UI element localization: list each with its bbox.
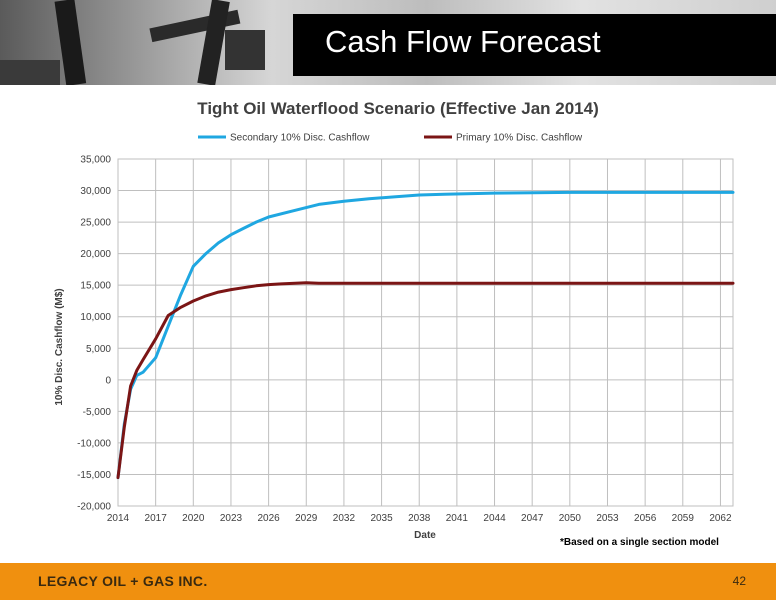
y-tick-label: 10,000 [80, 312, 111, 323]
x-tick-label: 2038 [408, 513, 431, 524]
y-tick-label: 25,000 [80, 218, 111, 229]
x-tick-label: 2053 [596, 513, 619, 524]
x-tick-label: 2044 [483, 513, 506, 524]
page-number: 42 [732, 574, 746, 588]
page-title: Cash Flow Forecast [325, 24, 601, 59]
x-tick-label: 2056 [634, 513, 657, 524]
y-tick-label: -15,000 [77, 470, 111, 481]
x-tick-label: 2029 [295, 513, 318, 524]
series-line-primary [116, 281, 735, 480]
y-tick-label: 15,000 [80, 281, 111, 292]
x-tick-label: 2050 [559, 513, 582, 524]
x-tick-label: 2023 [220, 513, 243, 524]
title-box: Cash Flow Forecast [293, 14, 776, 76]
company-name: LEGACY OIL + GAS INC. [38, 573, 208, 589]
x-tick-label: 2035 [370, 513, 393, 524]
pumpjack-photo [0, 0, 265, 85]
chart-grid [117, 158, 734, 507]
series-line-secondary [116, 190, 735, 480]
x-tick-label: 2041 [446, 513, 469, 524]
y-tick-label: -20,000 [77, 502, 111, 513]
y-axis-ticks: 35,000 30,000 25,000 20,000 15,000 10,000 5,00… [77, 155, 111, 513]
y-tick-label: 35,000 [80, 155, 111, 166]
header-banner: Cash Flow Forecast [0, 0, 776, 85]
y-tick-label: -10,000 [77, 438, 111, 449]
x-axis-label: Date [414, 530, 436, 541]
chart-legend: Secondary 10% Disc. Cashflow Primary 10% … [198, 133, 583, 144]
chart-series [116, 190, 735, 480]
y-tick-label: -5,000 [83, 407, 112, 418]
x-tick-label: 2020 [182, 513, 205, 524]
legend-label: Secondary 10% Disc. Cashflow [230, 133, 370, 144]
cashflow-chart: Tight Oil Waterflood Scenario (Effective… [54, 99, 735, 541]
chart-title: Tight Oil Waterflood Scenario (Effective… [197, 99, 598, 118]
plot-area [117, 158, 734, 507]
x-tick-label: 2014 [107, 513, 130, 524]
x-tick-label: 2062 [709, 513, 732, 524]
y-tick-label: 20,000 [80, 249, 111, 260]
x-tick-label: 2026 [257, 513, 280, 524]
y-axis-label: 10% Disc. Cashflow (M$) [54, 288, 65, 405]
x-tick-label: 2017 [145, 513, 168, 524]
y-tick-label: 0 [105, 375, 111, 386]
x-tick-label: 2059 [672, 513, 695, 524]
model-footnote: *Based on a single section model [560, 537, 719, 548]
x-tick-label: 2047 [521, 513, 544, 524]
y-tick-label: 5,000 [86, 344, 111, 355]
footer-bar: LEGACY OIL + GAS INC. 42 [0, 563, 776, 600]
y-tick-label: 30,000 [80, 186, 111, 197]
x-tick-label: 2032 [333, 513, 356, 524]
legend-label: Primary 10% Disc. Cashflow [456, 133, 583, 144]
x-axis-ticks: 2014 2017 2020 2023 2026 2029 2032 2035 2038 2041… [107, 513, 732, 524]
